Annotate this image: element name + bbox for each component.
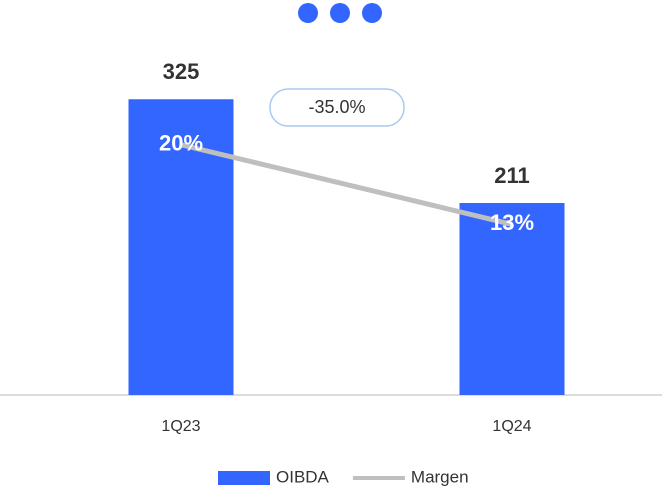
annotation-pill <box>269 88 405 127</box>
bar-value-label: 325 <box>163 59 200 84</box>
annotation: -35.0% <box>308 97 365 117</box>
legend-label: OIBDA <box>276 467 330 486</box>
decor-dot <box>330 3 350 23</box>
legend-label: Margen <box>411 467 469 486</box>
x-tick-label: 1Q23 <box>161 418 200 435</box>
line <box>180 142 513 227</box>
bar <box>128 99 234 395</box>
x-tick-label: 1Q24 <box>492 418 531 435</box>
bar <box>459 202 565 395</box>
legend-swatch <box>218 471 270 485</box>
bar-value-label: 211 <box>494 163 530 188</box>
decor-dot <box>362 3 382 23</box>
decor-dot <box>298 3 318 23</box>
line-value-label: 20% <box>159 131 203 156</box>
line-value-label: 13% <box>490 210 534 235</box>
